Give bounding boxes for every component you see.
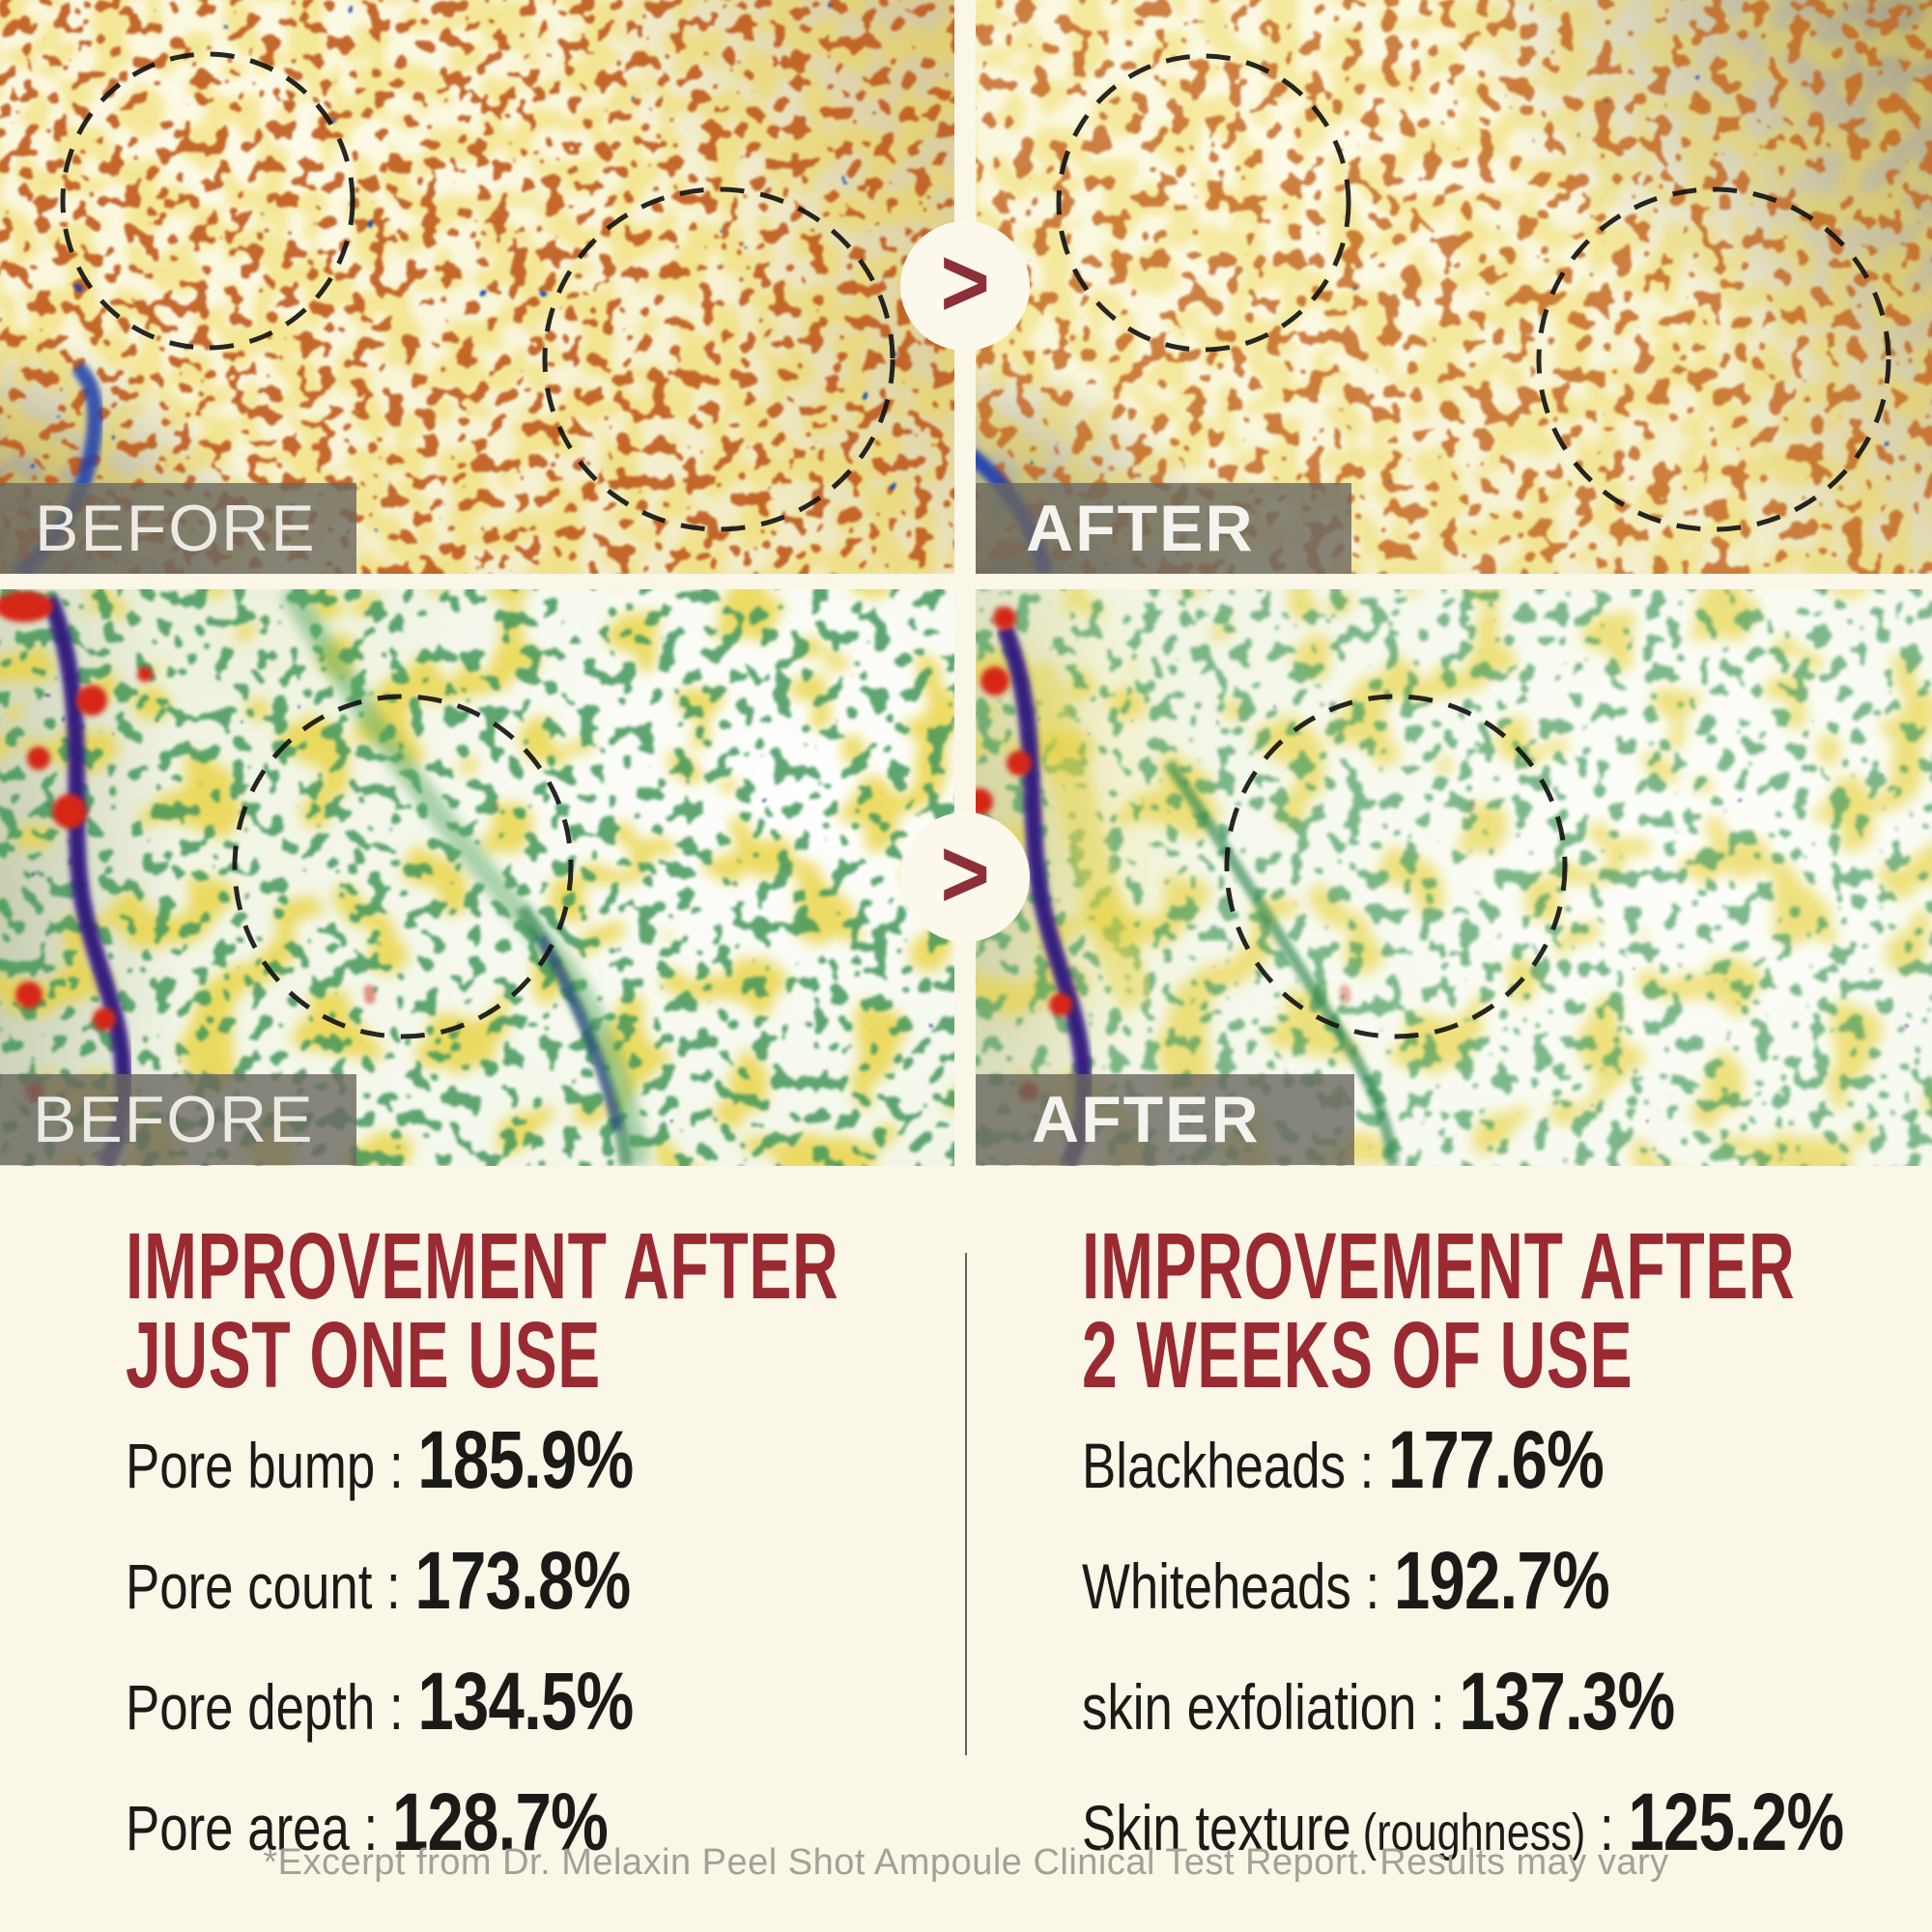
heading-line: IMPROVEMENT AFTER	[1082, 1213, 1796, 1319]
before-label-bottom: BEFORE	[0, 1074, 356, 1165]
stat-separator: :	[1585, 1792, 1629, 1863]
stat-row: Blackheads : 177.6%	[1082, 1417, 1921, 1526]
focus-circle	[1224, 694, 1568, 1039]
results-column-two-weeks: IMPROVEMENT AFTER 2 WEEKS OF USE Blackhe…	[1082, 1213, 1932, 1900]
stat-value: 173.8%	[414, 1535, 631, 1626]
before-photo-pores	[0, 0, 954, 574]
stat-label: Pore bump	[126, 1430, 376, 1501]
before-photo-texture	[0, 589, 954, 1166]
focus-circle	[1536, 186, 1891, 532]
stat-value: 177.6%	[1387, 1414, 1605, 1505]
stat-row: Pore depth : 134.5%	[126, 1659, 965, 1768]
after-label-text: AFTER	[1026, 492, 1255, 565]
focus-circle	[60, 51, 355, 351]
focus-circle	[542, 186, 895, 532]
after-label-bottom: AFTER	[976, 1074, 1354, 1165]
yellow-band	[1015, 659, 1157, 1013]
stat-label: Pore depth	[126, 1671, 376, 1743]
texture-before-texture	[0, 589, 954, 1166]
before-label-top: BEFORE	[0, 483, 356, 574]
arrow-badge-top: >	[900, 221, 1030, 351]
stat-separator: :	[1350, 1550, 1394, 1622]
stat-value: 128.7%	[391, 1776, 609, 1867]
stats-list-two-weeks: Blackheads : 177.6% Whiteheads : 192.7% sk…	[1082, 1417, 1932, 1889]
results-section: IMPROVEMENT AFTER JUST ONE USE Pore bump…	[0, 1166, 1932, 1932]
stat-separator: :	[1345, 1430, 1388, 1501]
after-photo-pores	[976, 0, 1932, 574]
pores-after-texture	[976, 0, 1932, 574]
focus-circle	[1056, 53, 1351, 353]
stat-row: Pore area : 128.7%	[126, 1779, 965, 1889]
heading-line: 2 WEEKS OF USE	[1082, 1302, 1634, 1407]
before-label-text: BEFORE	[35, 492, 317, 565]
stat-separator: :	[375, 1430, 418, 1501]
focus-circle	[232, 694, 574, 1039]
columns-divider	[965, 1253, 967, 1755]
stat-row: Skin texture (roughness) : 125.2%	[1082, 1779, 1921, 1889]
stat-separator: :	[375, 1671, 418, 1743]
stat-note: (roughness)	[1350, 1804, 1586, 1861]
blue-vein	[536, 934, 623, 1132]
stat-row: Pore count : 173.8%	[126, 1538, 965, 1647]
stat-value: 137.3%	[1459, 1656, 1675, 1747]
deep-crease-core	[1001, 626, 1089, 1102]
arrow-right-icon: >	[940, 228, 990, 338]
stat-value: 185.9%	[417, 1414, 634, 1505]
stat-separator: :	[349, 1792, 392, 1863]
stat-value: 125.2%	[1628, 1776, 1844, 1867]
stat-value: 192.7%	[1393, 1535, 1610, 1626]
stat-row: Whiteheads : 192.7%	[1082, 1538, 1921, 1647]
results-heading-two-weeks: IMPROVEMENT AFTER 2 WEEKS OF USE	[1082, 1213, 1932, 1407]
arrow-right-icon: >	[940, 819, 990, 929]
pores-before-texture	[0, 0, 954, 574]
disclaimer-text: *Excerpt from Dr. Melaxin Peel Shot Ampo…	[263, 1842, 1669, 1883]
results-heading-one-use: IMPROVEMENT AFTER JUST ONE USE	[126, 1213, 1175, 1407]
stat-label: Whiteheads	[1082, 1550, 1351, 1622]
stat-row: skin exfoliation : 137.3%	[1082, 1659, 1921, 1768]
results-column-one-use: IMPROVEMENT AFTER JUST ONE USE Pore bump…	[126, 1213, 1175, 1900]
stat-separator: :	[1416, 1671, 1460, 1743]
stat-label: Skin texture	[1082, 1792, 1351, 1863]
texture-after-texture	[976, 589, 1932, 1166]
after-photo-texture	[976, 589, 1932, 1166]
arrow-badge-bottom: >	[900, 812, 1030, 942]
stat-row: Pore bump : 185.9%	[126, 1417, 965, 1526]
heading-line: IMPROVEMENT AFTER	[126, 1213, 839, 1319]
before-label-text: BEFORE	[33, 1083, 315, 1156]
after-label-text: AFTER	[1032, 1083, 1261, 1156]
stat-value: 134.5%	[417, 1656, 634, 1747]
after-label-top: AFTER	[976, 483, 1351, 574]
green-vein	[1164, 759, 1399, 1166]
stat-label: Pore area	[126, 1792, 350, 1863]
stat-label: skin exfoliation	[1082, 1671, 1417, 1743]
before-after-collage: BEFORE AFTER BEFORE AFTER > >	[0, 0, 1932, 1166]
heading-line: JUST ONE USE	[126, 1302, 601, 1407]
stat-separator: :	[372, 1550, 415, 1622]
stat-label: Blackheads	[1082, 1430, 1346, 1501]
stat-label: Pore count	[126, 1550, 373, 1622]
stats-list-one-use: Pore bump : 185.9% Pore count : 173.8% Por…	[126, 1417, 1175, 1889]
